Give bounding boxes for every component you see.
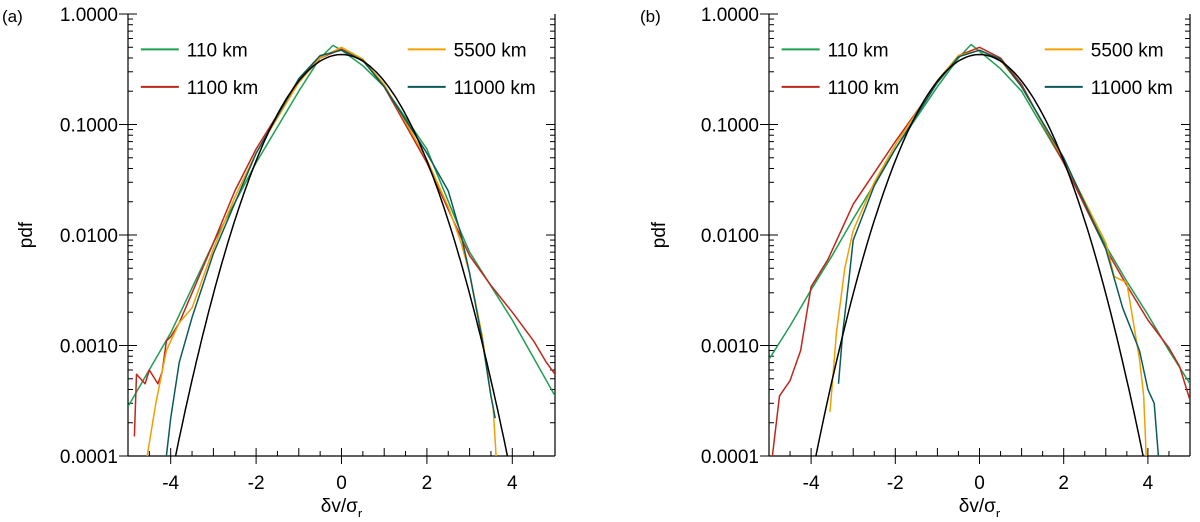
plot-area [128, 44, 555, 456]
legend-label: 5500 km [454, 40, 527, 61]
legend-label: 110 km [187, 40, 248, 61]
series-line-gaussian [174, 53, 509, 456]
y-tick-label: 0.0010 [701, 337, 759, 358]
panel-b: (b) 0.0001 0.0010 0.0100 0.1000 1.0000 -4 -2 0 2 4… [640, 5, 1191, 521]
y-tick-label: 0.0001 [60, 447, 118, 468]
y-tick-label: 0.0100 [60, 226, 118, 247]
y-axis-label: pdf [649, 221, 670, 248]
series-line-gaussian [815, 53, 1144, 456]
panel-label: (b) [640, 7, 661, 26]
x-tick-label: 4 [1143, 473, 1154, 494]
legend-label: 11000 km [1091, 78, 1173, 99]
legend-label: 1100 km [828, 78, 899, 99]
series-line-11000-km [165, 49, 496, 456]
series-line-1100-km [133, 48, 555, 437]
x-tick-label: -2 [887, 473, 904, 494]
x-tick-label: -2 [248, 473, 265, 494]
y-tick-label: 1.0000 [701, 5, 759, 26]
x-tick-label: 0 [974, 473, 985, 494]
series-line-110-km [128, 44, 555, 407]
series-line-110-km [769, 43, 1190, 385]
x-axis-label: δv/σr [959, 496, 1001, 517]
y-tick-label: 1.0000 [60, 5, 118, 26]
x-tick-label: 2 [1058, 473, 1069, 494]
legend-label: 11000 km [454, 78, 536, 99]
plot-area [769, 43, 1190, 456]
x-tick-label: 2 [422, 473, 433, 494]
y-tick-label: 0.1000 [60, 116, 118, 137]
y-tick-label: 0.1000 [701, 116, 759, 137]
y-tick-label: 0.0001 [701, 447, 759, 468]
x-tick-label: 4 [507, 473, 518, 494]
legend-label: 110 km [828, 40, 889, 61]
y-tick-label: 0.0010 [60, 337, 118, 358]
series-line-5500-km [146, 46, 497, 456]
series-line-1100-km [771, 46, 1190, 456]
panel-label: (a) [2, 7, 23, 26]
legend-label: 1100 km [187, 78, 258, 99]
series-line-11000-km [837, 49, 1160, 456]
y-axis-label: pdf [16, 221, 37, 248]
series-line-5500-km [829, 49, 1147, 456]
x-tick-label: -4 [162, 473, 179, 494]
x-axis-label: δv/σr [321, 496, 363, 517]
x-tick-label: 0 [336, 473, 347, 494]
legend-label: 5500 km [1091, 40, 1164, 61]
x-tick-label: -4 [803, 473, 820, 494]
panel-a: (a) 0.0001 0.0010 0.0100 0.1000 1.0000 -4 -2 0 2 4… [2, 5, 556, 521]
y-tick-label: 0.0100 [701, 226, 759, 247]
